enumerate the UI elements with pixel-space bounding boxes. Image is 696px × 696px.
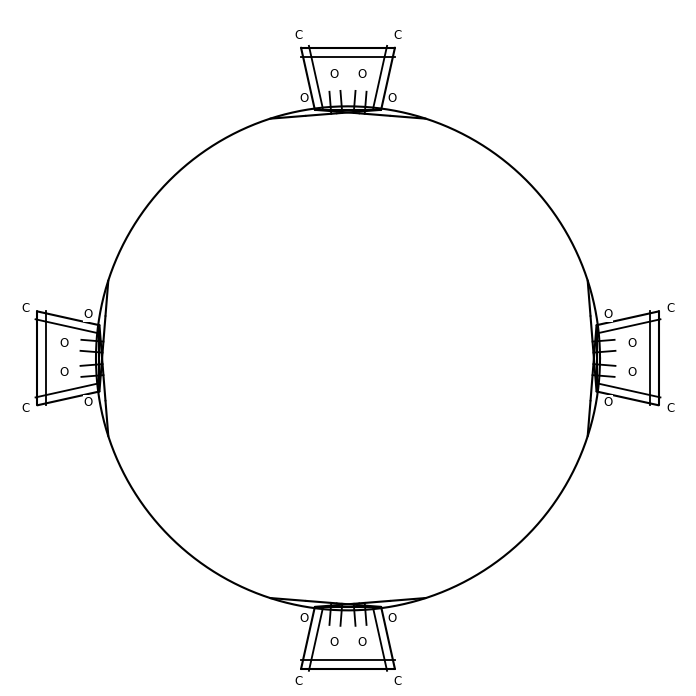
Text: O: O xyxy=(59,366,68,379)
Text: C: C xyxy=(393,29,402,42)
Text: O: O xyxy=(603,308,612,321)
Text: O: O xyxy=(59,338,68,351)
Text: C: C xyxy=(294,674,303,688)
Text: O: O xyxy=(329,636,338,649)
Text: O: O xyxy=(628,366,637,379)
Text: O: O xyxy=(387,612,396,624)
Text: C: C xyxy=(294,29,303,42)
Text: O: O xyxy=(387,92,396,105)
Text: O: O xyxy=(300,612,309,624)
Text: C: C xyxy=(667,302,675,315)
Text: O: O xyxy=(84,308,93,321)
Text: O: O xyxy=(300,92,309,105)
Text: O: O xyxy=(84,395,93,409)
Text: C: C xyxy=(393,674,402,688)
Text: C: C xyxy=(21,302,29,315)
Text: C: C xyxy=(667,402,675,415)
Text: O: O xyxy=(358,636,367,649)
Text: O: O xyxy=(329,68,338,81)
Text: C: C xyxy=(21,402,29,415)
Text: O: O xyxy=(628,338,637,351)
Text: O: O xyxy=(358,68,367,81)
Text: O: O xyxy=(603,395,612,409)
